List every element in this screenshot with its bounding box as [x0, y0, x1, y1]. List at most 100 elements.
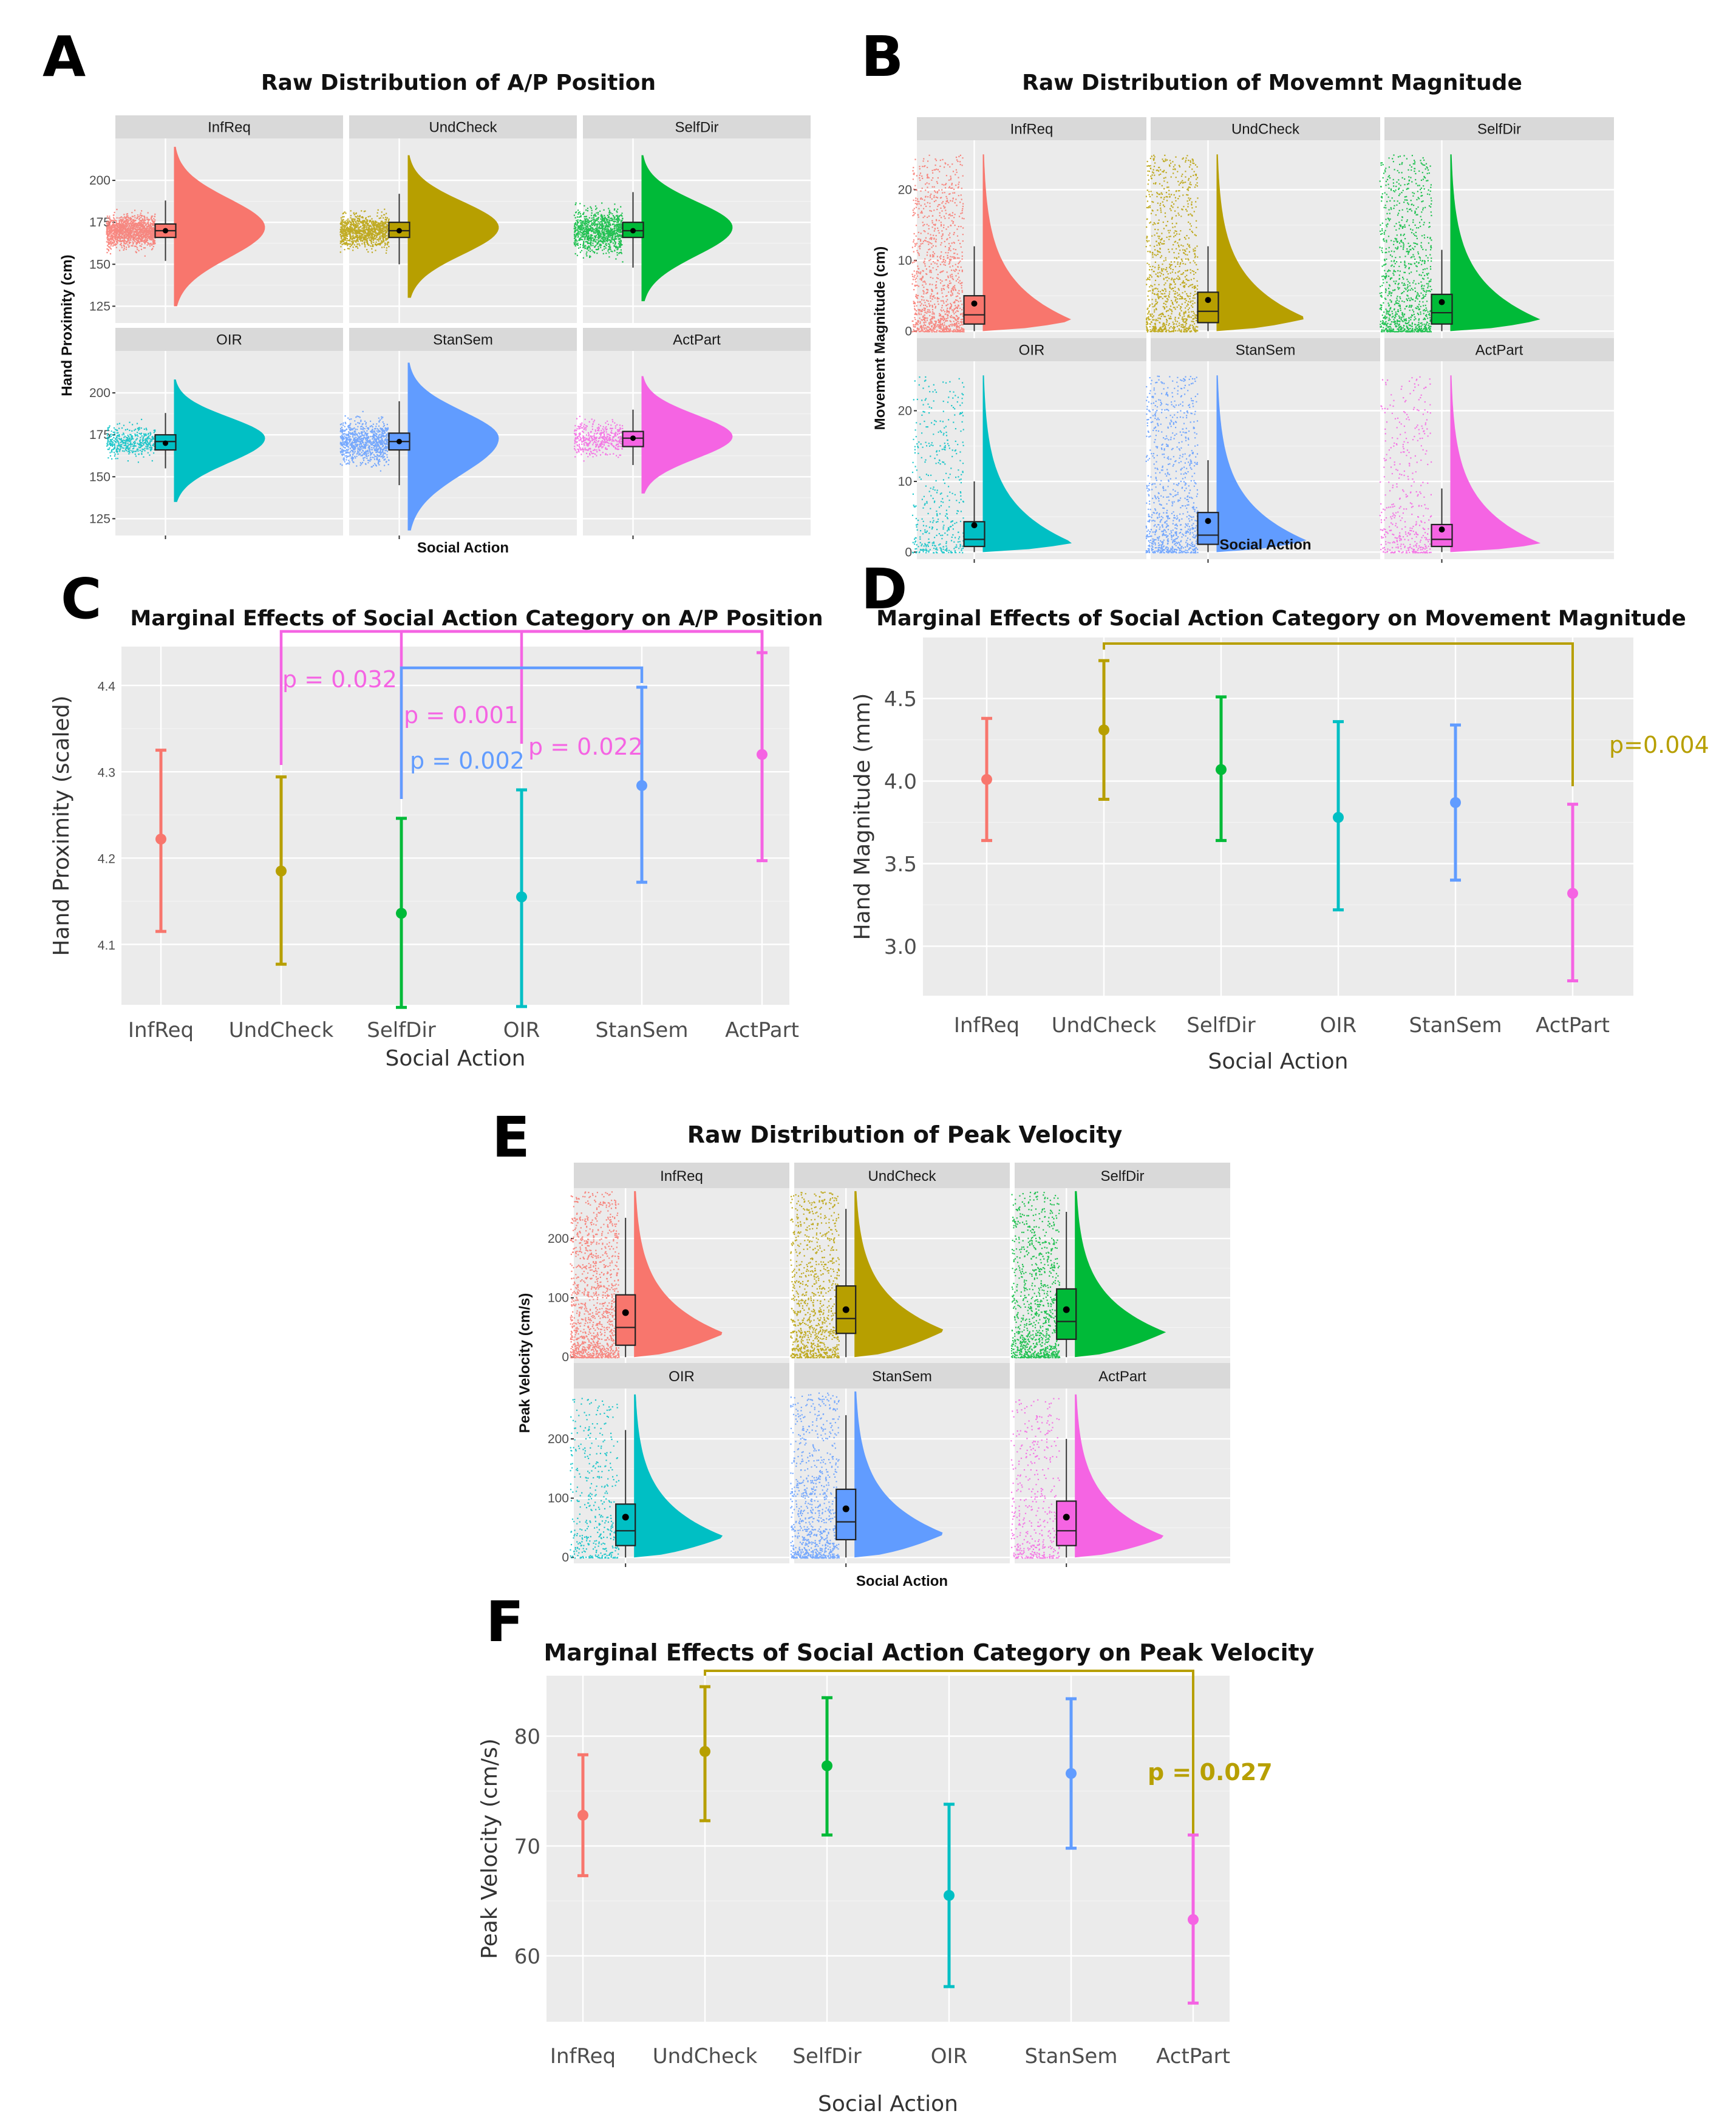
boxplot-box: [1431, 293, 1453, 325]
significance-bracket: p=0.004: [1103, 642, 1709, 786]
y-tick-label: 125: [89, 512, 111, 526]
mean-point: [1205, 297, 1211, 304]
mean-point: [971, 300, 978, 307]
x-tick-label: ActPart: [1536, 1013, 1610, 1038]
errorbar-actpart: [1188, 1833, 1199, 2005]
data-points: [106, 418, 156, 463]
y-tick-label: 200: [548, 1432, 569, 1446]
facet-oir: OIR 0 10 20: [898, 338, 1146, 563]
panel-letter-b: B: [861, 24, 904, 89]
significance-bracket: p = 0.002: [400, 666, 644, 799]
point-estimate: [944, 1889, 955, 1901]
facet-undcheck: UndCheck: [1145, 117, 1380, 338]
y-tick-label: 150: [89, 257, 111, 271]
x-tick-label: OIR: [931, 2044, 967, 2069]
facet-strip-label: ActPart: [673, 331, 721, 348]
errorbar-undcheck: [700, 1685, 710, 1823]
errorbar-oir: [1333, 720, 1344, 912]
facet-actpart: ActPart: [1010, 1363, 1230, 1567]
data-points: [1379, 154, 1432, 333]
mean-point: [1438, 299, 1445, 305]
x-tick-label: UndCheck: [653, 2044, 758, 2069]
y-tick-label: 4.4: [98, 679, 116, 693]
point-estimate: [636, 780, 647, 791]
facet-strip: [583, 328, 811, 351]
point-estimate: [276, 865, 287, 877]
x-tick-label: ActPart: [1156, 2044, 1230, 2069]
x-tick-label: StanSem: [1409, 1013, 1502, 1038]
data-points: [574, 415, 624, 462]
mean-point: [397, 228, 402, 234]
facet-oir: OIR 0 100 200: [548, 1363, 789, 1567]
boxplot-box: [836, 1488, 857, 1541]
half-violin: [1216, 154, 1304, 331]
panel-c-ap-position-marginal-effects: Marginal Effects of Social Action Catego…: [49, 607, 823, 1071]
facet-strip: [794, 1363, 1010, 1389]
mean-point: [163, 228, 168, 234]
facet-strip: [1015, 1363, 1230, 1389]
point-estimate: [155, 834, 166, 845]
errorbar-stansem: [636, 685, 647, 884]
y-tick-label: 10: [898, 254, 912, 268]
chart-title: Marginal Effects of Social Action Catego…: [543, 1639, 1314, 1666]
facet-strip-label: InfReq: [208, 119, 251, 135]
y-tick-label: 0: [562, 1551, 569, 1565]
y-tick-label: 80: [514, 1725, 540, 1749]
y-tick-label: 100: [548, 1492, 569, 1506]
chart-title: Marginal Effects of Social Action Catego…: [130, 607, 823, 631]
facet-stansem: StanSem: [1145, 338, 1380, 563]
facet-strip-label: SelfDir: [1100, 1168, 1144, 1185]
bracket-line: [1103, 642, 1574, 786]
point-estimate: [577, 1809, 588, 1821]
panel-letter-f: F: [486, 1589, 524, 1654]
chart-title: Raw Distribution of Movemnt Magnitude: [1022, 70, 1522, 95]
facet-undcheck: UndCheck: [339, 115, 577, 323]
data-points: [573, 202, 624, 263]
facet-strip-label: OIR: [216, 331, 242, 348]
point-estimate: [396, 908, 407, 919]
p-value-label: p = 0.002: [410, 747, 525, 774]
y-tick-label: 20: [898, 183, 912, 197]
y-tick-label: 0: [562, 1350, 569, 1364]
facet-strip-label: StanSem: [872, 1368, 932, 1385]
p-value-label: p = 0.027: [1148, 1759, 1273, 1786]
y-tick-label: 10: [898, 475, 912, 489]
panel-b-movement-magnitude-raincloud: Raw Distribution of Movemnt Magnitude Inf…: [872, 70, 1614, 563]
y-axis-label: Hand Proximity (cm): [59, 254, 75, 396]
y-tick-label: 0: [905, 545, 912, 559]
facet-strip: [115, 328, 343, 351]
plot-background: [121, 647, 789, 1005]
facet-strip-label: SelfDir: [675, 119, 718, 135]
y-tick-label: 4.1: [98, 939, 115, 953]
half-violin: [982, 154, 1071, 331]
half-violin: [1075, 1191, 1166, 1358]
facet-strip-label: InfReq: [1010, 121, 1054, 137]
x-tick-label: SelfDir: [792, 2044, 862, 2069]
mean-point: [163, 440, 168, 446]
half-violin: [641, 155, 733, 302]
errorbar-undcheck: [1098, 659, 1109, 801]
errorbar-selfdir: [1216, 695, 1227, 842]
panel-d-movement-magnitude-marginal-effects: Marginal Effects of Social Action Catego…: [850, 607, 1709, 1074]
boxplot-box: [1197, 291, 1219, 324]
bracket-line: [704, 1670, 1194, 1834]
p-value-label: p=0.004: [1609, 732, 1709, 758]
half-violin: [854, 1191, 944, 1358]
x-tick-label: UndCheck: [1052, 1013, 1157, 1038]
x-tick-label: InfReq: [128, 1018, 194, 1042]
facet-undcheck: UndCheck: [790, 1163, 1010, 1363]
y-tick-label: 125: [89, 299, 111, 313]
point-estimate: [700, 1746, 710, 1757]
errorbar-oir: [516, 788, 527, 1008]
point-estimate: [1450, 797, 1461, 808]
data-points: [106, 208, 156, 257]
errorbar-infreq: [155, 749, 166, 933]
boxplot-box: [1056, 1288, 1077, 1341]
facet-strip: [917, 117, 1146, 140]
y-axis-label: Hand Proximity (scaled): [49, 695, 74, 956]
half-violin: [407, 155, 499, 298]
y-axis-label: Peak Velocity (cm/s): [517, 1293, 533, 1433]
point-estimate: [1567, 888, 1578, 899]
x-tick-label: OIR: [503, 1018, 540, 1042]
